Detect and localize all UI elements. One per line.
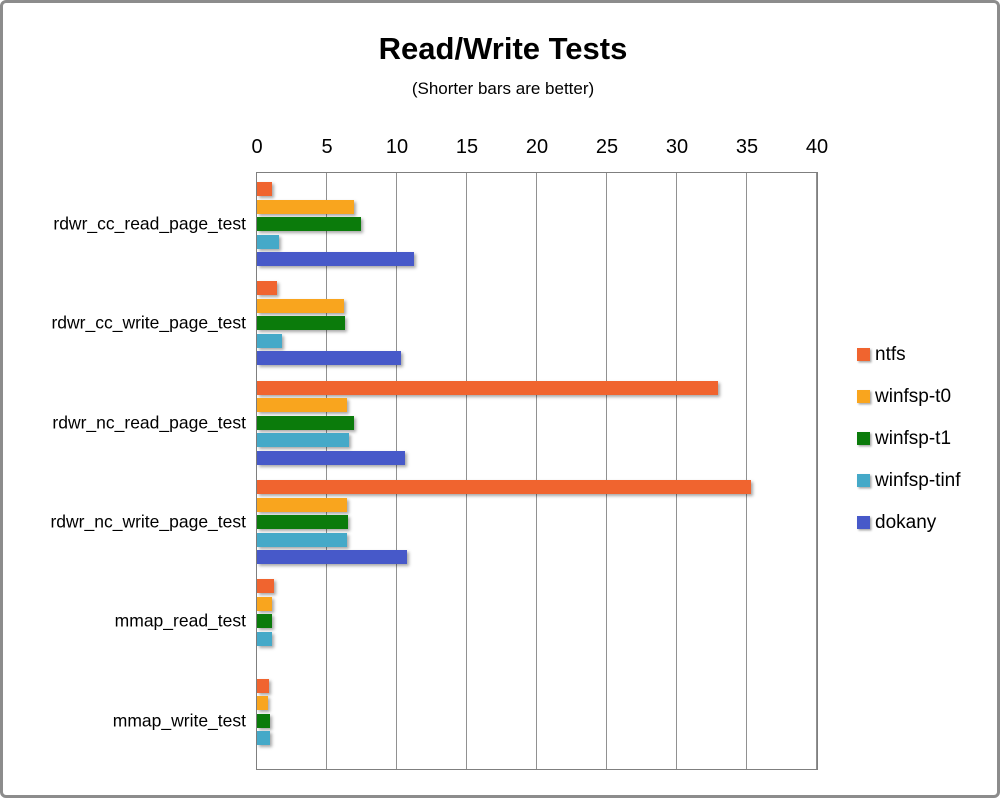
bar-dokany [257,252,414,266]
legend-label: winfsp-tinf [875,470,961,491]
bar-ntfs [257,380,718,395]
bar-winfsp-tinf [257,731,271,746]
x-tick-label: 15 [455,136,479,158]
bar-winfsp-tinf [257,333,283,348]
bar-ntfs [257,579,274,594]
legend-entry: ntfs [857,344,961,365]
category-row [257,670,817,769]
category-label: mmap_read_test [114,610,246,631]
legend-entry: dokany [857,512,961,533]
legend-label: winfsp-t0 [875,386,952,407]
gridline [816,173,817,769]
legend-label: winfsp-t1 [875,428,952,449]
gridline [606,173,607,769]
gridline [676,173,677,769]
bar-winfsp-t1 [257,217,361,231]
legend-swatch-icon [857,474,870,487]
bar-ntfs [257,678,269,693]
bar-winfsp-t1 [257,415,354,430]
bar-dokany [257,351,402,366]
x-tick-label: 10 [385,136,409,158]
legend-label: ntfs [875,344,906,365]
bar-winfsp-t0 [257,696,269,711]
plot-area [256,172,818,770]
chart-title: Read/Write Tests [378,31,628,66]
category-axis-labels: rdwr_cc_read_page_test rdwr_cc_write_page… [3,172,246,770]
category-row [257,173,817,272]
gridline [326,173,327,769]
gridline [536,173,537,769]
bar-winfsp-t0 [257,298,344,313]
bar-winfsp-t1 [257,515,348,529]
bar-winfsp-t1 [257,614,272,629]
legend-swatch-icon [857,516,870,529]
bar-winfsp-tinf [257,532,347,547]
legend: ntfs winfsp-t0 winfsp-t1 winfsp-tinf dokany [857,344,961,556]
chart-subtitle: (Shorter bars are better) [411,79,595,98]
category-row [257,570,817,669]
legend-swatch-icon [857,348,870,361]
category-label: rdwr_nc_read_page_test [52,412,246,433]
legend-swatch-icon [857,432,870,445]
bar-winfsp-t0 [257,596,273,611]
bar-winfsp-t0 [257,497,347,512]
bar-winfsp-tinf [257,631,273,646]
x-tick-label: 20 [525,136,549,158]
bar-ntfs [257,281,277,296]
x-tick-label: 30 [665,136,689,158]
bar-dokany [257,450,406,465]
x-axis-ticks: 0 5 10 15 20 25 30 35 40 [3,135,997,159]
category-row [257,272,817,371]
x-tick-label: 5 [321,136,333,158]
legend-entry: winfsp-t1 [857,428,961,449]
legend-entry: winfsp-t0 [857,386,961,407]
gridline [396,173,397,769]
x-tick-label: 25 [595,136,619,158]
x-tick-label: 0 [251,136,263,158]
x-tick-label: 35 [735,136,759,158]
bar-ntfs [257,480,752,494]
bar-winfsp-tinf [257,433,350,448]
bar-ntfs [257,182,273,196]
category-label: mmap_write_test [112,710,246,731]
bar-winfsp-t1 [257,713,270,728]
legend-entry: winfsp-tinf [857,470,961,491]
category-label: rdwr_cc_write_page_test [51,312,246,333]
category-label: rdwr_nc_write_page_test [50,511,246,532]
category-row [257,372,817,471]
category-row [257,471,817,570]
bar-dokany [257,550,407,564]
category-label: rdwr_cc_read_page_test [53,213,246,234]
gridline [746,173,747,769]
x-tick-label: 40 [805,136,829,158]
legend-swatch-icon [857,390,870,403]
gridline [466,173,467,769]
legend-label: dokany [875,512,937,533]
bar-winfsp-t0 [257,398,347,413]
bar-winfsp-tinf [257,234,280,249]
bar-winfsp-t1 [257,316,346,331]
bar-winfsp-t0 [257,199,354,214]
